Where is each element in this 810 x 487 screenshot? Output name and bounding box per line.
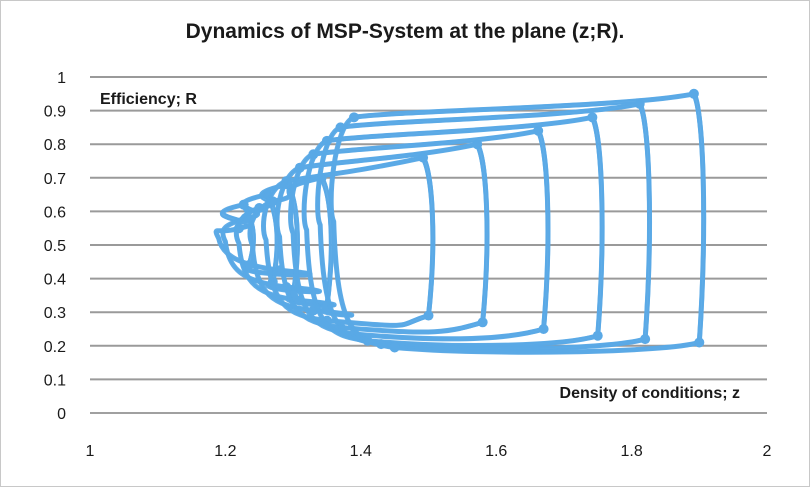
y-tick-label: 0.1: [44, 372, 66, 389]
trajectory-loop: [277, 141, 490, 335]
y-tick-label: 0.6: [44, 204, 66, 221]
trajectory-marker: [538, 324, 549, 334]
x-axis-label: Density of conditions; z: [560, 385, 740, 402]
y-tick-label: 0: [57, 406, 66, 423]
chart-title: Dynamics of MSP-System at the plane (z;R…: [185, 20, 625, 43]
trajectory-marker: [688, 88, 699, 99]
y-tick-label: 0.3: [44, 305, 66, 322]
trajectory-marker: [244, 260, 255, 271]
y-tick-label: 1: [57, 70, 66, 87]
trajectory-marker: [477, 317, 488, 328]
x-tick-label: 1.8: [620, 443, 642, 460]
trajectory-loop: [331, 91, 707, 355]
trajectory-marker: [533, 125, 544, 136]
y-tick-label: 0.4: [44, 272, 66, 289]
trajectory-marker: [423, 310, 434, 321]
y-tick-label: 0.5: [44, 238, 66, 255]
x-tick-label: 1.6: [485, 443, 507, 460]
trajectory-marker: [592, 330, 603, 341]
trajectory-loop: [290, 128, 551, 341]
y-tick-label: 0.7: [44, 171, 66, 188]
trajectory-marker: [389, 342, 400, 353]
y-tick-label: 0.8: [44, 137, 66, 154]
trajectory-loop: [263, 155, 436, 328]
x-tick-label: 1: [86, 443, 95, 460]
trajectory-marker: [349, 112, 360, 123]
x-tick-label: 2: [763, 443, 772, 460]
y-axis-label: Efficiency; R: [100, 91, 197, 108]
y-tick-label: 0.2: [44, 339, 66, 356]
trajectory-loop: [249, 175, 354, 318]
x-tick-label: 1.2: [214, 443, 236, 460]
trajectory-marker: [694, 337, 705, 348]
y-tick-label: 0.9: [44, 104, 66, 121]
trajectory-marker: [640, 334, 651, 345]
trajectory-marker: [587, 112, 598, 123]
x-tick-label: 1.4: [350, 443, 372, 460]
